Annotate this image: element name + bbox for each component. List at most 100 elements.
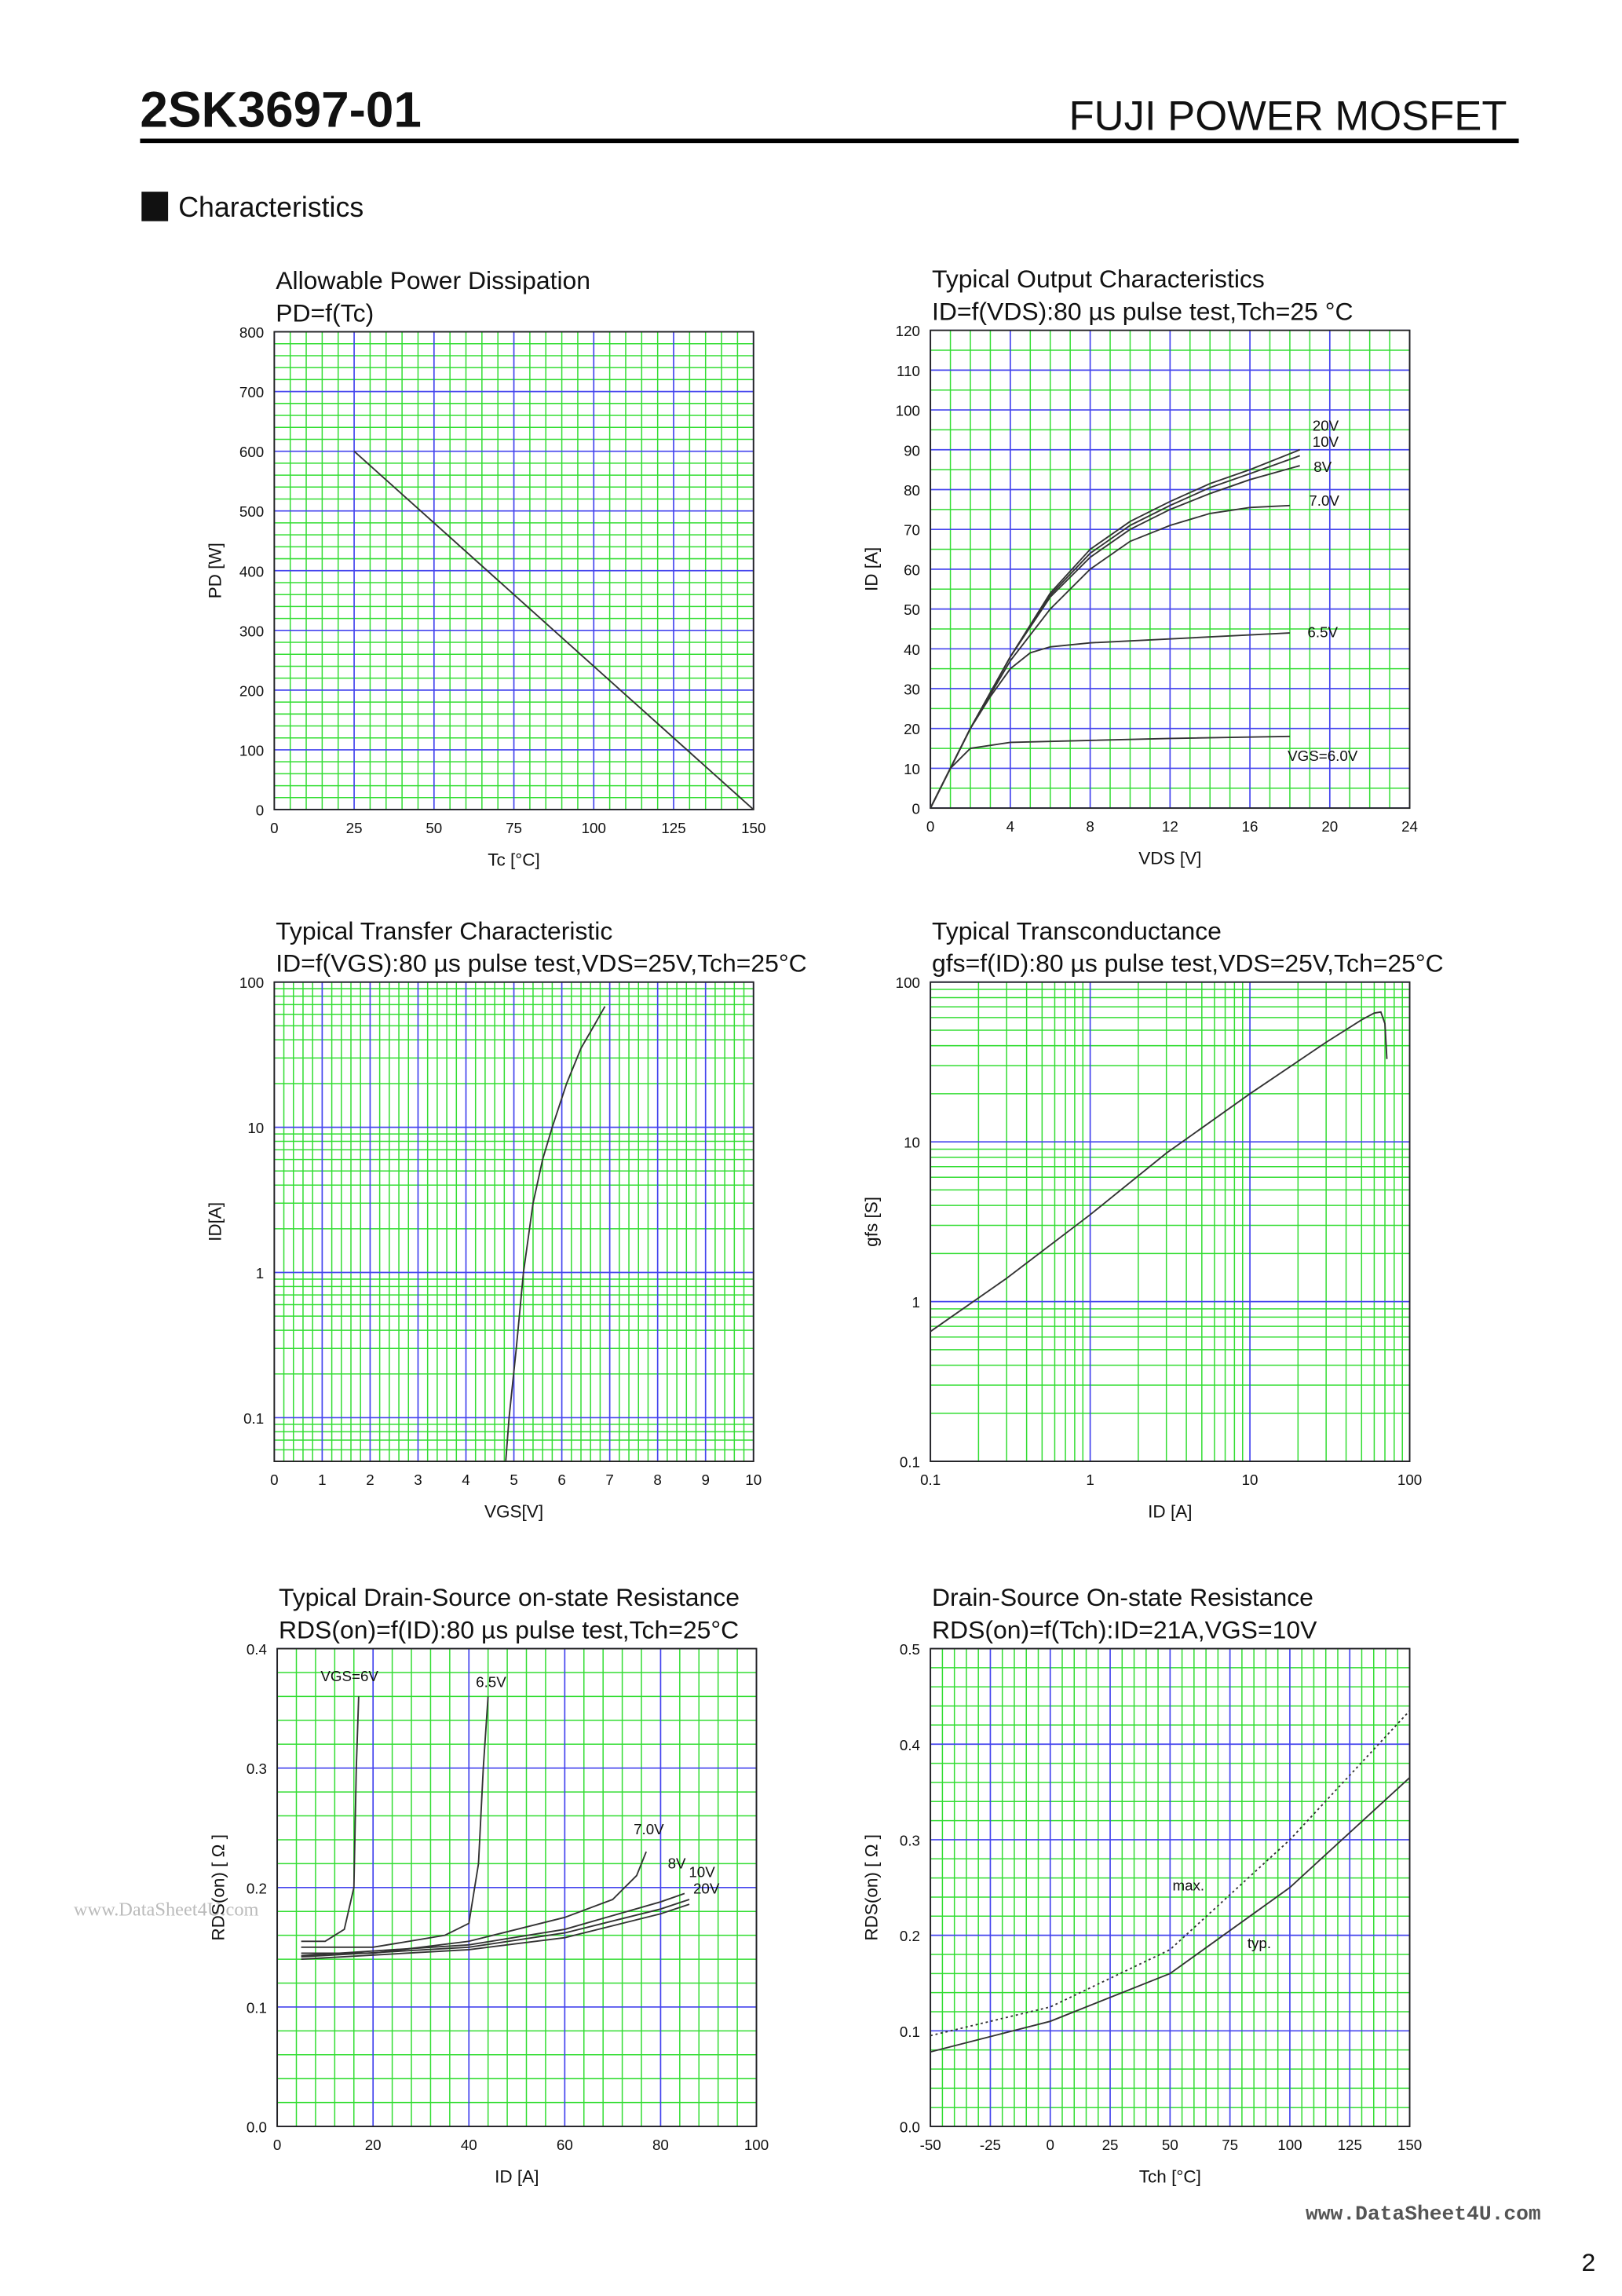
- y-tick-label: 0.2: [247, 1880, 267, 1896]
- x-tick-label: 8: [1086, 818, 1094, 835]
- curve-label: 10V: [689, 1864, 715, 1881]
- x-tick-label: 75: [1222, 2137, 1238, 2153]
- x-tick-label: 100: [582, 820, 606, 836]
- plot-frame: [273, 981, 754, 1463]
- plot-frame: [276, 1647, 758, 2127]
- x-tick-label: 25: [346, 820, 363, 836]
- x-tick-label: 12: [1162, 818, 1178, 835]
- y-tick-label: 300: [239, 623, 264, 639]
- curve: [505, 1006, 606, 1462]
- curve-label: 6.5V: [476, 1673, 506, 1690]
- chart-subtitle: RDS(on)=f(ID):80 µs pulse test,Tch=25°C: [279, 1615, 739, 1643]
- y-tick-label: 100: [896, 974, 920, 991]
- chart-subtitle: ID=f(VGS):80 µs pulse test,VDS=25V,Tch=2…: [276, 949, 806, 978]
- chart-title: Typical Output Characteristics: [932, 265, 1265, 293]
- chart-title: Drain-Source On-state Resistance: [932, 1583, 1313, 1611]
- chart-title: Typical Transconductance: [932, 916, 1222, 945]
- y-tick-label: 10: [904, 1135, 920, 1151]
- x-tick-label: 75: [506, 820, 522, 836]
- y-tick-label: 40: [904, 642, 920, 658]
- x-axis-label: VGS[V]: [484, 1501, 543, 1521]
- y-axis-label: ID[A]: [206, 1202, 225, 1241]
- y-tick-label: 80: [904, 482, 920, 499]
- y-tick-label: 700: [239, 384, 264, 400]
- chart-subtitle: PD=f(Tc): [276, 298, 374, 327]
- y-axis-label: RDS(on) [ Ω ]: [862, 1834, 882, 1941]
- y-tick-label: 0.2: [900, 1928, 920, 1944]
- curve-label: 20V: [693, 1880, 720, 1896]
- chart-title: Typical Transfer Characteristic: [276, 916, 612, 945]
- curve-label: max.: [1172, 1877, 1204, 1894]
- y-tick-label: 90: [904, 442, 920, 459]
- x-tick-label: 40: [461, 2137, 477, 2153]
- x-tick-label: 20: [365, 2137, 382, 2153]
- x-tick-label: 125: [1338, 2137, 1362, 2153]
- y-tick-label: 60: [904, 561, 920, 578]
- curve-label: VGS=6.0V: [1288, 748, 1358, 764]
- chart-subtitle: ID=f(VDS):80 µs pulse test,Tch=25 °C: [932, 298, 1353, 326]
- x-tick-label: 100: [1397, 1472, 1422, 1488]
- y-tick-label: 0.0: [900, 2119, 920, 2136]
- y-tick-label: 0: [912, 801, 920, 817]
- x-tick-label: 1: [318, 1472, 326, 1488]
- y-tick-label: 100: [239, 974, 264, 991]
- curve: [930, 504, 1290, 809]
- curve-label: 6.5V: [1307, 623, 1338, 640]
- x-tick-label: 60: [557, 2137, 573, 2153]
- y-tick-label: 400: [239, 563, 264, 579]
- y-axis-label: RDS(on) [ Ω ]: [208, 1834, 228, 1941]
- brand: FUJI POWER MOSFET: [1069, 93, 1507, 139]
- x-tick-label: 24: [1401, 818, 1418, 835]
- x-tick-label: 0.1: [920, 1472, 941, 1488]
- x-tick-label: 20: [1321, 818, 1338, 835]
- part-number: 2SK3697-01: [140, 82, 422, 138]
- curve: [301, 1892, 685, 1957]
- x-tick-label: 0: [1047, 2137, 1054, 2153]
- x-tick-label: 10: [1242, 1472, 1259, 1488]
- x-tick-label: -25: [980, 2137, 1001, 2153]
- y-tick-label: 800: [239, 324, 264, 341]
- curve: [930, 465, 1300, 809]
- x-tick-label: 100: [1277, 2137, 1302, 2153]
- x-axis-label: ID [A]: [1148, 1501, 1192, 1521]
- curve: [930, 1011, 1388, 1333]
- y-tick-label: 0: [256, 803, 264, 819]
- y-axis-label: PD [W]: [206, 543, 225, 598]
- curve-label: 7.0V: [1309, 492, 1339, 509]
- x-axis-label: VDS [V]: [1138, 848, 1201, 868]
- curve: [930, 632, 1290, 809]
- x-axis-label: Tch [°C]: [1139, 2166, 1201, 2186]
- y-tick-label: 0.5: [900, 1641, 920, 1658]
- curve-label: 20V: [1313, 417, 1339, 433]
- y-tick-label: 70: [904, 522, 920, 539]
- curve-label: 7.0V: [634, 1821, 664, 1837]
- chart-title: Allowable Power Dissipation: [276, 266, 590, 294]
- y-tick-label: 0.3: [900, 1832, 920, 1848]
- x-axis-label: Tc [°C]: [488, 850, 540, 869]
- y-tick-label: 100: [896, 403, 920, 419]
- y-tick-label: 100: [239, 742, 264, 759]
- y-tick-label: 110: [897, 363, 920, 379]
- x-axis-label: ID [A]: [495, 2166, 539, 2186]
- x-tick-label: 125: [661, 820, 685, 836]
- x-tick-label: 1: [1086, 1472, 1094, 1488]
- curve: [301, 1696, 489, 1948]
- chart-subtitle: gfs=f(ID):80 µs pulse test,VDS=25V,Tch=2…: [932, 949, 1444, 978]
- x-tick-label: 0: [270, 1472, 278, 1488]
- y-axis-label: ID [A]: [862, 547, 882, 591]
- y-tick-label: 0.4: [900, 1737, 920, 1753]
- y-tick-label: 600: [239, 444, 264, 460]
- curve: [930, 1777, 1411, 2053]
- plot-frame: [930, 1647, 1411, 2127]
- y-tick-label: 0.1: [247, 1999, 267, 2016]
- x-tick-label: 5: [510, 1472, 517, 1488]
- y-tick-label: 0.1: [900, 2024, 920, 2040]
- y-tick-label: 500: [239, 503, 264, 520]
- x-tick-label: 8: [653, 1472, 661, 1488]
- curve: [301, 1899, 690, 1958]
- plot-frame: [930, 329, 1411, 810]
- x-tick-label: 3: [414, 1472, 422, 1488]
- x-tick-label: 100: [744, 2137, 769, 2153]
